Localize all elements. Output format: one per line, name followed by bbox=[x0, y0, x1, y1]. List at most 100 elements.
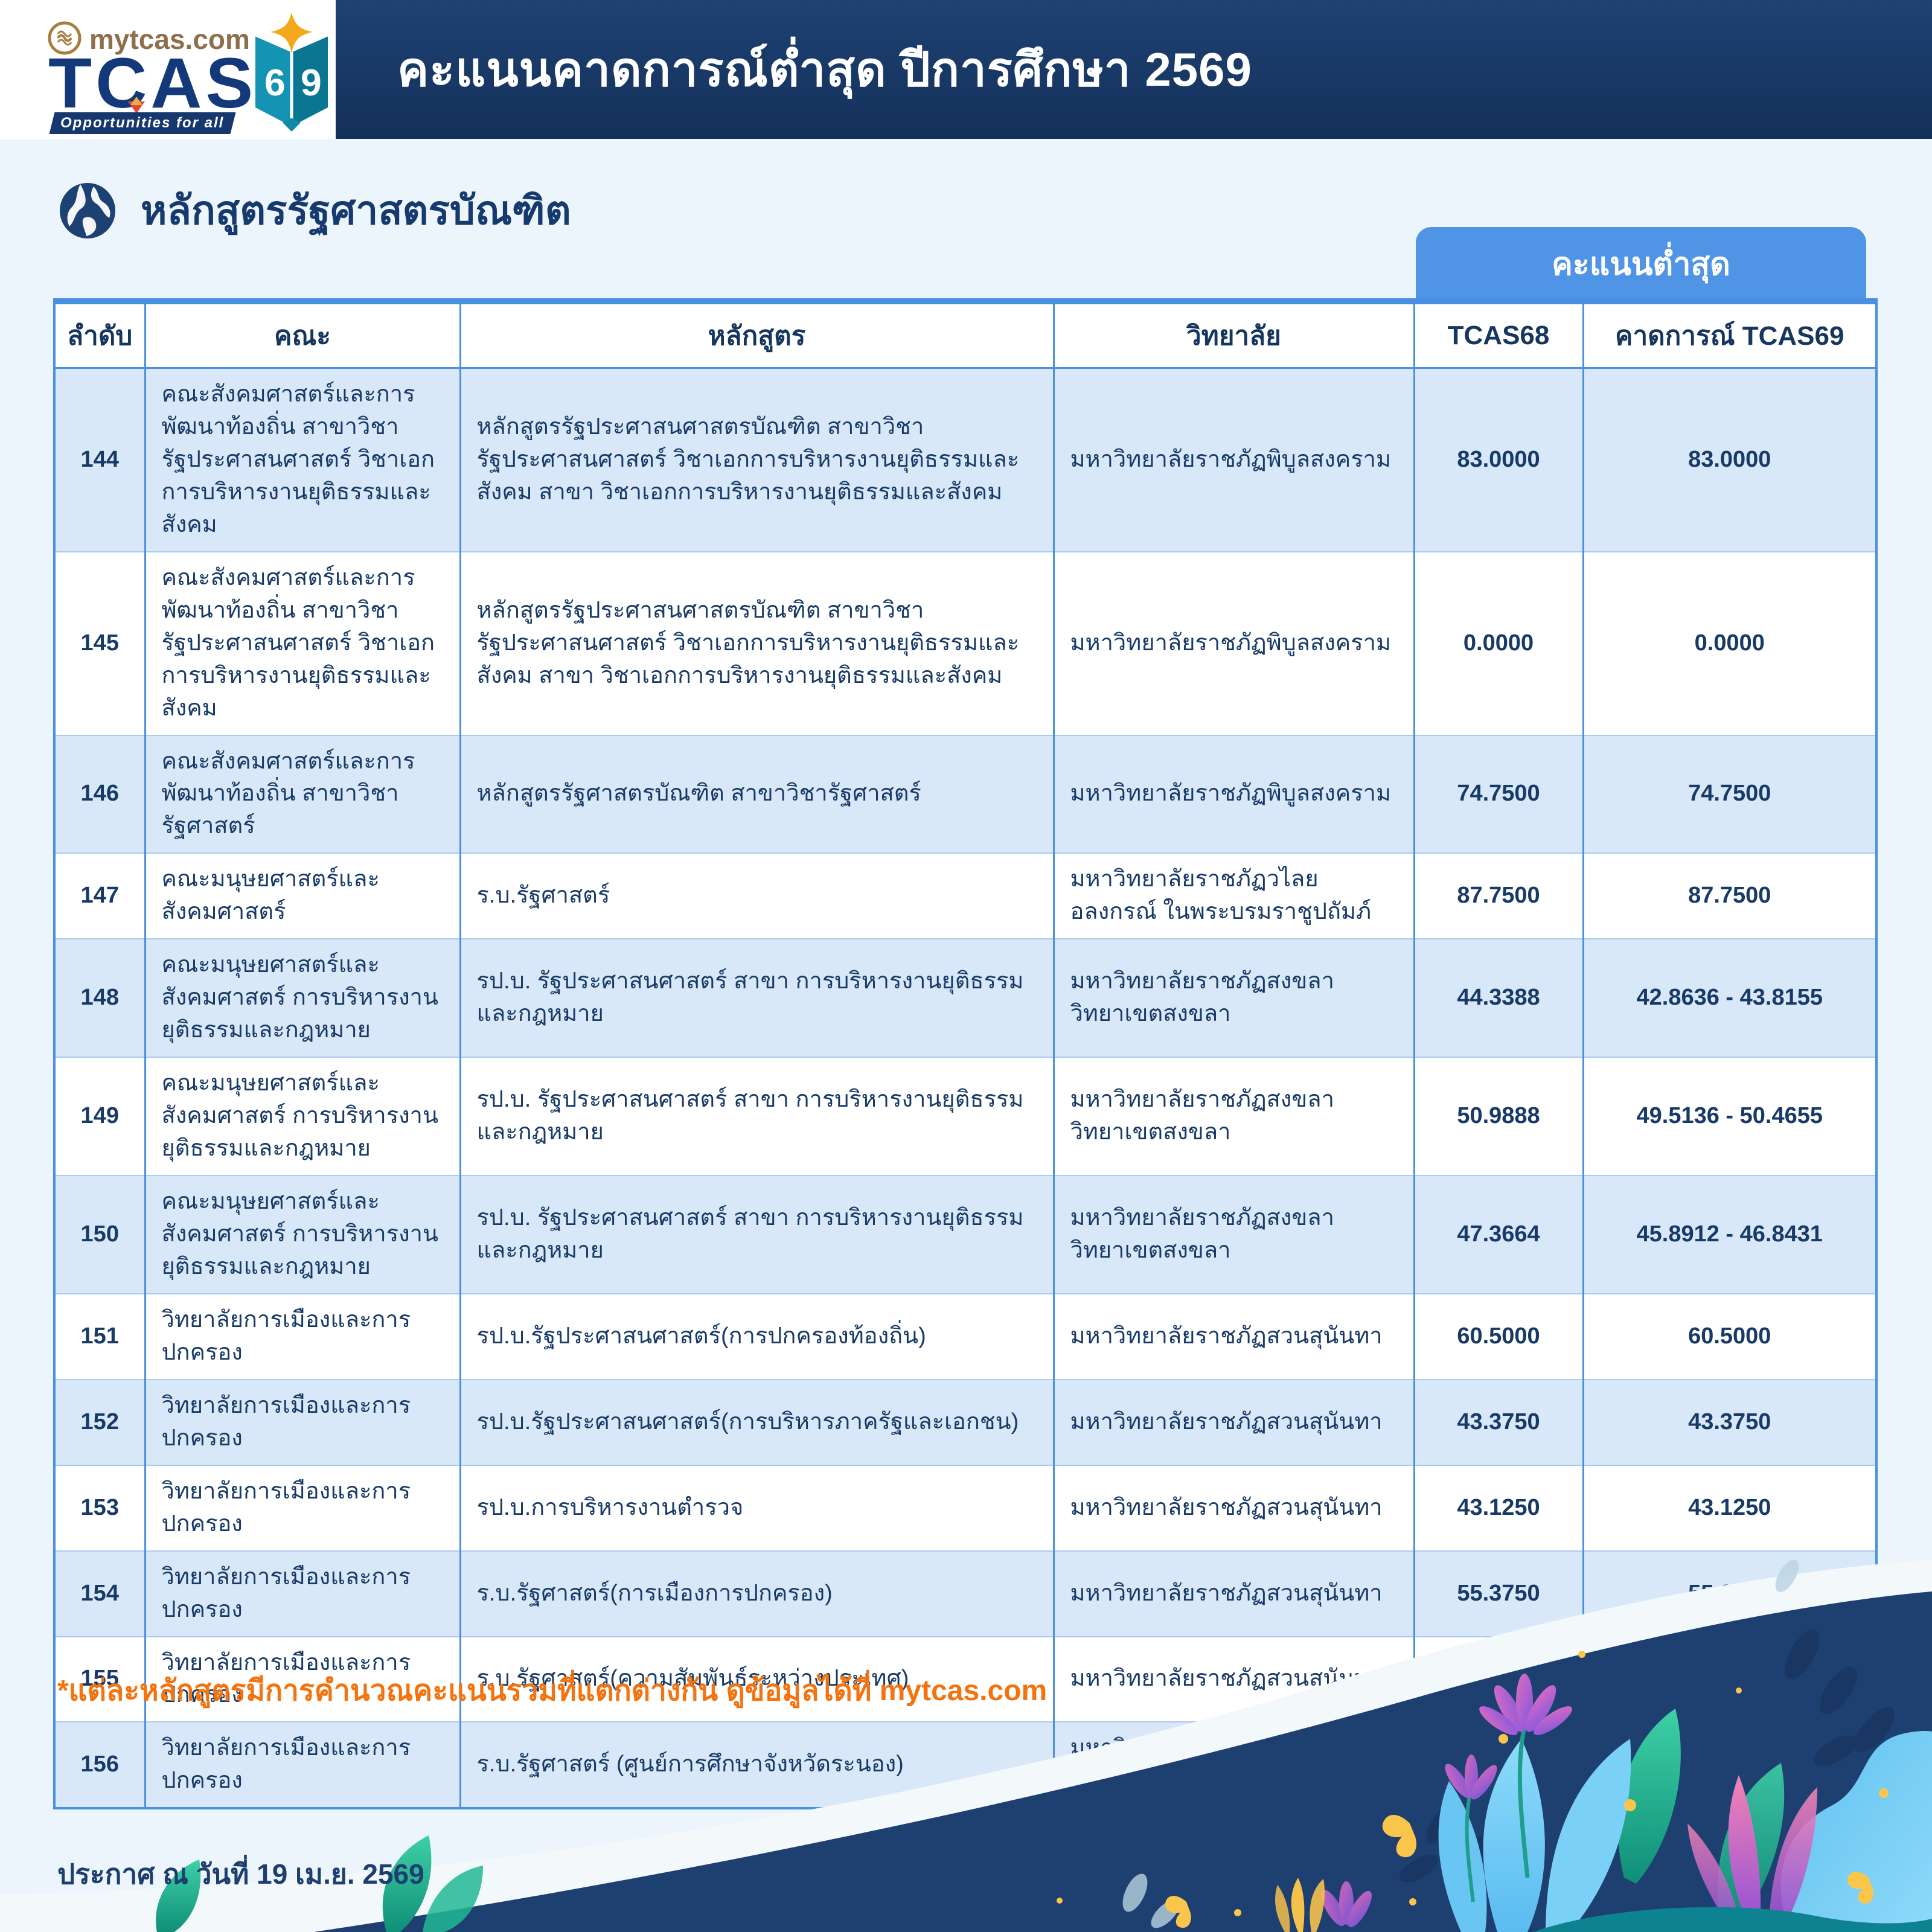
cell-rank: 148 bbox=[54, 938, 145, 1058]
cell-tcas68: 47.3664 bbox=[1413, 1175, 1583, 1294]
cell-tcas68: 43.1250 bbox=[1413, 1464, 1583, 1551]
svg-text:9: 9 bbox=[301, 62, 322, 104]
cell-tcas68: 74.7500 bbox=[1413, 734, 1583, 854]
table-body: 144 คณะสังคมศาสตร์และการพัฒนาท้องถิ่น สา… bbox=[54, 367, 1876, 1809]
cell-program: หลักสูตรรัฐประศาสนศาสตรบัณฑิต สาขาวิชารั… bbox=[459, 551, 1054, 735]
cell-college: มหาวิทยาลัยราชภัฏสวนสุนันทา bbox=[1052, 1464, 1414, 1551]
footnote: *แต่ละหลักสูตรมีการคำนวณคะแนนรวมที่แตกต่… bbox=[57, 1675, 1048, 1707]
coin-icon bbox=[48, 21, 82, 55]
cell-program: หลักสูตรรัฐศาสตรบัณฑิต สาขาวิชารัฐศาสตร์ bbox=[459, 734, 1054, 854]
cell-faculty: คณะมนุษยศาสตร์และสังคมศาสตร์ การบริหารงา… bbox=[144, 1175, 460, 1294]
globe-icon bbox=[60, 182, 115, 238]
cell-rank: 147 bbox=[54, 852, 145, 939]
cell-college: มหาวิทยาลัยราชภัฏสงขลา วิทยาเขตสงขลา bbox=[1052, 1057, 1414, 1176]
col-header-program: หลักสูตร bbox=[459, 301, 1054, 369]
cell-program: หลักสูตรรัฐประศาสนศาสตรบัณฑิต สาขาวิชารั… bbox=[459, 367, 1054, 552]
cell-rank: 153 bbox=[54, 1464, 145, 1551]
purple-flowers bbox=[1321, 1674, 1572, 1928]
pink-frond bbox=[1687, 1775, 1817, 1932]
cell-program: รป.บ.รัฐประศาสนศาสตร์(การบริหารภาครัฐและ… bbox=[459, 1378, 1054, 1465]
cell-tcas69: 74.7500 bbox=[1582, 734, 1876, 854]
cell-program: รป.บ. รัฐประศาสนศาสตร์ สาขา การบริหารงาน… bbox=[459, 1057, 1054, 1176]
cell-faculty: วิทยาลัยการเมืองและการปกครอง bbox=[144, 1378, 460, 1465]
cell-college: มหาวิทยาลัยราชภัฏพิบูลสงคราม bbox=[1052, 551, 1414, 735]
cell-college: มหาวิทยาลัยราชภัฏพิบูลสงคราม bbox=[1052, 734, 1414, 854]
table-row: 149 คณะมนุษยศาสตร์และสังคมศาสตร์ การบริห… bbox=[54, 1057, 1876, 1176]
logo-area: mytcas.com TCAS 6 9 Opportunities for al… bbox=[0, 0, 336, 139]
page-title: คะแนนคาดการณ์ต่ำสุด ปีการศึกษา 2569 bbox=[397, 43, 1252, 96]
cell-college: มหาวิทยาลัยราชภัฏสงขลา วิทยาเขตสงขลา bbox=[1052, 938, 1414, 1058]
cell-rank: 156 bbox=[54, 1721, 145, 1809]
cell-faculty: วิทยาลัยการเมืองและการปกครอง bbox=[144, 1293, 460, 1380]
cell-faculty: คณะมนุษยศาสตร์และสังคมศาสตร์ การบริหารงา… bbox=[144, 938, 460, 1058]
section-heading: หลักสูตรรัฐศาสตรบัณฑิต bbox=[57, 179, 571, 242]
cell-tcas69: 49.5136 - 50.4655 bbox=[1582, 1057, 1876, 1176]
header-band: คะแนนคาดการณ์ต่ำสุด ปีการศึกษา 2569 bbox=[336, 0, 1932, 139]
table-row: 151 วิทยาลัยการเมืองและการปกครอง รป.บ.รั… bbox=[54, 1293, 1876, 1380]
cell-tcas69: 45.8912 - 46.8431 bbox=[1582, 1175, 1876, 1294]
logo-brand-text: TCAS bbox=[48, 43, 257, 123]
cell-faculty: คณะสังคมศาสตร์และการพัฒนาท้องถิ่น สาขาวิ… bbox=[144, 367, 460, 552]
cell-tcas69: 60.5000 bbox=[1582, 1293, 1876, 1380]
table-row: 146 คณะสังคมศาสตร์และการพัฒนาท้องถิ่น สา… bbox=[54, 734, 1876, 854]
cell-faculty: วิทยาลัยการเมืองและการปกครอง bbox=[144, 1464, 460, 1551]
table-row: 152 วิทยาลัยการเมืองและการปกครอง รป.บ.รั… bbox=[54, 1378, 1876, 1465]
teal-bottom bbox=[1534, 1907, 1932, 1932]
cell-rank: 145 bbox=[54, 551, 145, 735]
table-row: 153 วิทยาลัยการเมืองและการปกครอง รป.บ.กา… bbox=[54, 1464, 1876, 1551]
col-header-faculty: คณะ bbox=[144, 301, 460, 369]
cell-tcas68: 44.3388 bbox=[1413, 938, 1583, 1058]
cell-program: รป.บ.การบริหารงานตำรวจ bbox=[459, 1464, 1054, 1551]
cell-tcas69: 42.8636 - 43.8155 bbox=[1582, 938, 1876, 1058]
table-row: 147 คณะมนุษยศาสตร์และสังคมศาสตร์ ร.บ.รัฐ… bbox=[54, 852, 1876, 939]
cell-tcas69: 43.3750 bbox=[1582, 1378, 1876, 1465]
cell-tcas68: 50.9888 bbox=[1413, 1057, 1583, 1176]
cell-program: รป.บ.รัฐประศาสนศาสตร์(การปกครองท้องถิ่น) bbox=[459, 1293, 1054, 1380]
cell-college: มหาวิทยาลัยราชภัฏวไลยอลงกรณ์ ในพระบรมราช… bbox=[1052, 852, 1414, 939]
cell-tcas68: 60.5000 bbox=[1413, 1293, 1583, 1380]
cell-program: ร.บ.รัฐศาสตร์(การเมืองการปกครอง) bbox=[459, 1550, 1054, 1637]
col-header-tcas69: คาดการณ์ TCAS69 bbox=[1582, 301, 1876, 369]
cell-faculty: วิทยาลัยการเมืองและการปกครอง bbox=[144, 1550, 460, 1637]
book-69-icon: 6 9 bbox=[255, 12, 328, 132]
cell-tcas68: 87.7500 bbox=[1413, 852, 1583, 939]
bottom-decoration bbox=[0, 1559, 1932, 1932]
cell-faculty: คณะมนุษยศาสตร์และสังคมศาสตร์ การบริหารงา… bbox=[144, 1057, 460, 1176]
cell-rank: 150 bbox=[54, 1175, 145, 1294]
brand-accent-icon bbox=[128, 97, 145, 114]
cell-college: มหาวิทยาลัยราชภัฏสวนสุนันทา bbox=[1052, 1293, 1414, 1380]
cell-tcas68: 0.0000 bbox=[1413, 551, 1583, 735]
lightblue-leaves bbox=[1438, 1739, 1631, 1932]
cell-tcas69: 0.0000 bbox=[1582, 551, 1876, 735]
blue-blob bbox=[1780, 1731, 1932, 1932]
light-wave bbox=[0, 1560, 1932, 1932]
logo-tagline-text: Opportunities for all bbox=[60, 115, 225, 131]
cell-tcas68: 83.0000 bbox=[1413, 367, 1583, 552]
svg-text:6: 6 bbox=[264, 62, 286, 104]
cell-faculty: คณะสังคมศาสตร์และการพัฒนาท้องถิ่น สาขาวิ… bbox=[144, 734, 460, 854]
cell-rank: 154 bbox=[54, 1550, 145, 1637]
logo-tagline-banner: Opportunities for all bbox=[49, 112, 236, 134]
scores-table: ลำดับ คณะ หลักสูตร วิทยาลัย TCAS68 คาดกา… bbox=[53, 298, 1878, 1810]
col-header-rank: ลำดับ bbox=[54, 301, 145, 369]
cell-faculty: คณะสังคมศาสตร์และการพัฒนาท้องถิ่น สาขาวิ… bbox=[144, 551, 460, 735]
logo-site-text: mytcas.com bbox=[89, 24, 250, 55]
yellow-dots bbox=[1057, 1651, 1889, 1916]
cell-college: มหาวิทยาลัยราชภัฏสวนสุนันทา bbox=[1052, 1378, 1414, 1465]
cell-tcas69: 83.0000 bbox=[1582, 367, 1876, 552]
cell-rank: 144 bbox=[54, 367, 145, 552]
butterfly-icon bbox=[1165, 1814, 1873, 1928]
section-title: หลักสูตรรัฐศาสตรบัณฑิต bbox=[141, 188, 571, 232]
cell-faculty: คณะมนุษยศาสตร์และสังคมศาสตร์ bbox=[144, 852, 460, 939]
cell-tcas69: 43.1250 bbox=[1582, 1464, 1876, 1551]
table-row: 148 คณะมนุษยศาสตร์และสังคมศาสตร์ การบริห… bbox=[54, 938, 1876, 1058]
cell-rank: 151 bbox=[54, 1293, 145, 1380]
cell-faculty: วิทยาลัยการเมืองและการปกครอง bbox=[144, 1636, 460, 1722]
cell-college: มหาวิทยาลัยราชภัฏสงขลา วิทยาเขตสงขลา bbox=[1052, 1175, 1414, 1294]
col-header-tcas68: TCAS68 bbox=[1413, 301, 1583, 369]
score-badge: คะแนนต่ำสุด bbox=[1416, 227, 1866, 299]
cell-faculty: วิทยาลัยการเมืองและการปกครอง bbox=[144, 1721, 460, 1809]
cell-college: มหาวิทยาลัยราชภัฏพิบูลสงคราม bbox=[1052, 367, 1414, 552]
table-row: 145 คณะสังคมศาสตร์และการพัฒนาท้องถิ่น สา… bbox=[54, 551, 1876, 735]
